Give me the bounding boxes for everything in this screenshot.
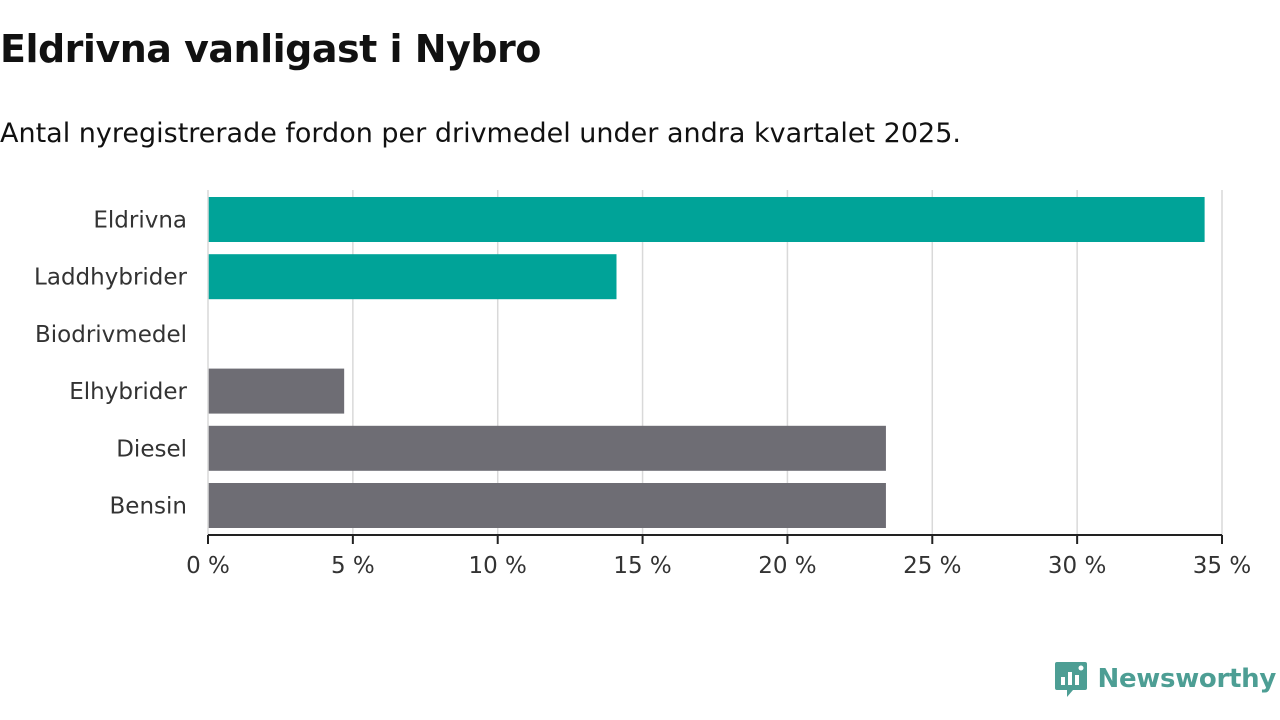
category-label: Biodrivmedel bbox=[35, 322, 187, 348]
brand-name: Newsworthy bbox=[1097, 664, 1277, 694]
x-tick-label: 5 % bbox=[331, 553, 375, 579]
bar bbox=[208, 368, 345, 414]
bar bbox=[208, 483, 886, 528]
x-tick-label: 30 % bbox=[1048, 553, 1106, 579]
chart-subtitle: Antal nyregistrerade fordon per drivmede… bbox=[0, 118, 961, 149]
x-tick-label: 15 % bbox=[613, 553, 671, 579]
bar bbox=[208, 197, 1205, 242]
bar-chart: Eldrivna Laddhybrider Biodrivmedel Elhybrid… bbox=[34, 190, 1251, 579]
x-tick-label: 25 % bbox=[903, 553, 961, 579]
x-tick-label: 0 % bbox=[186, 553, 230, 579]
category-label: Bensin bbox=[110, 494, 187, 520]
category-label: Eldrivna bbox=[93, 208, 187, 234]
x-tick-label: 20 % bbox=[758, 553, 816, 579]
category-label: Elhybrider bbox=[69, 379, 187, 405]
grid-lines bbox=[352, 190, 1223, 535]
category-labels: Eldrivna Laddhybrider Biodrivmedel Elhybrid… bbox=[34, 208, 187, 520]
newsworthy-logo-icon bbox=[1054, 662, 1087, 697]
brand-logo: Newsworthy bbox=[1054, 660, 1276, 698]
x-axis: 0 % 5 % 10 % 15 % 20 % 25 % 30 % 35 % bbox=[186, 190, 1251, 579]
bar bbox=[208, 425, 886, 471]
category-label: Laddhybrider bbox=[34, 265, 187, 291]
chart-title: Eldrivna vanligast i Nybro bbox=[0, 27, 541, 71]
x-tick-label: 10 % bbox=[468, 553, 526, 579]
x-tick-label: 35 % bbox=[1193, 553, 1251, 579]
bar bbox=[208, 254, 617, 300]
bars bbox=[208, 197, 1205, 528]
category-label: Diesel bbox=[116, 436, 187, 462]
